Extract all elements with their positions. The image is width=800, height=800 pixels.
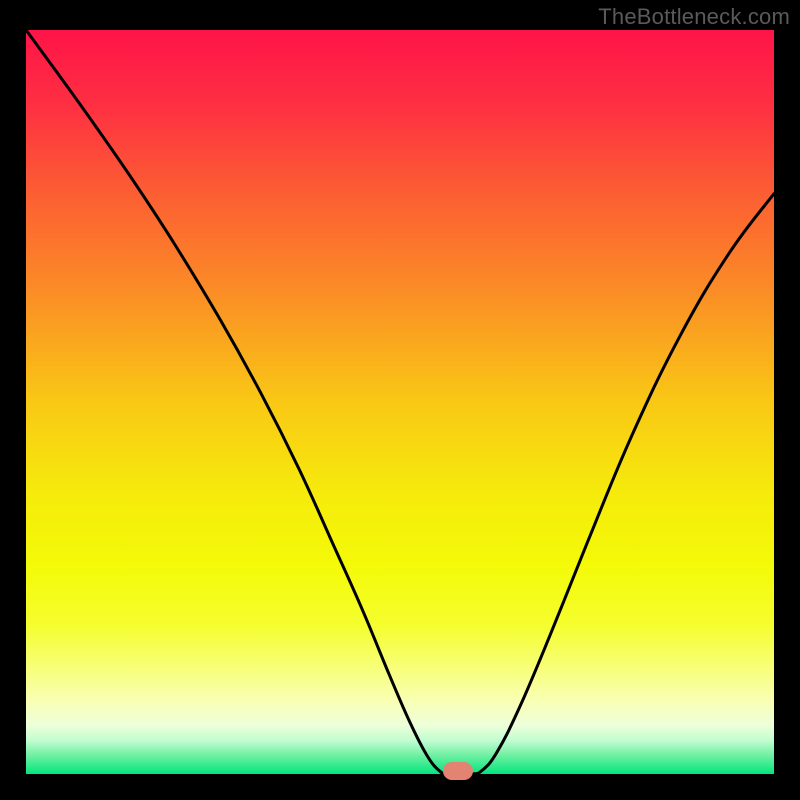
watermark-text: TheBottleneck.com — [598, 4, 790, 30]
bottleneck-marker — [443, 762, 473, 780]
plot-area — [26, 30, 774, 774]
chart-frame: TheBottleneck.com — [0, 0, 800, 800]
bottleneck-curve — [26, 30, 774, 774]
